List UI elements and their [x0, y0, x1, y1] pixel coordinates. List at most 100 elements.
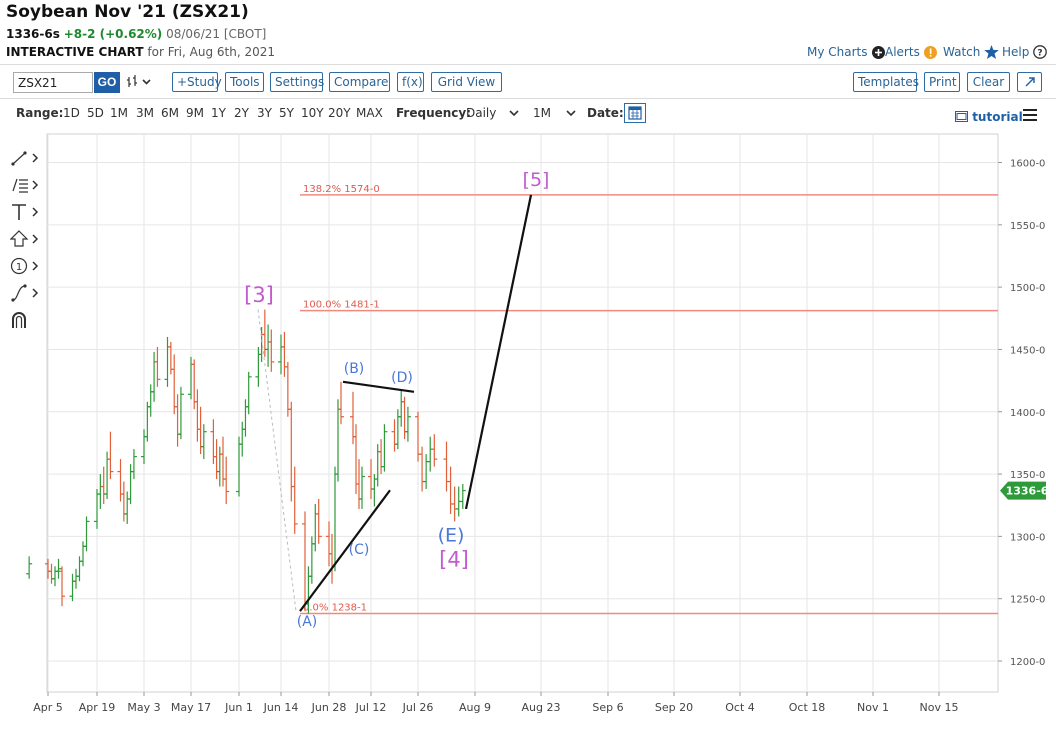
fib-level-label: 0.0% 1238-1	[303, 602, 367, 613]
compare-button[interactable]: Compare	[329, 72, 390, 92]
menu-icon[interactable]	[1022, 107, 1038, 126]
range-option-20y[interactable]: 20Y	[328, 106, 351, 120]
curve-tool-icon[interactable]	[10, 283, 42, 303]
ohlc-bar	[59, 566, 65, 607]
x-tick-label: Jun 1	[224, 701, 253, 714]
go-button[interactable]: GO	[94, 72, 120, 93]
wave-projection-line	[464, 194, 533, 510]
range-option-5d[interactable]: 5D	[87, 106, 104, 120]
x-tick-label: Nov 15	[920, 701, 959, 714]
ohlc-bar	[177, 386, 184, 440]
toolbar-divider	[0, 98, 1056, 99]
range-option-9m[interactable]: 9M	[186, 106, 204, 120]
my-charts-label: My Charts	[807, 45, 868, 59]
y-tick-label: 1250-0	[1010, 595, 1045, 606]
x-tick-label: Aug 23	[522, 701, 561, 714]
plus-circle-icon	[871, 45, 885, 59]
symbol-input[interactable]	[13, 72, 93, 93]
my-charts-link[interactable]: My Charts	[807, 45, 885, 59]
star-icon	[984, 45, 1000, 59]
elliott-count-tool-icon[interactable]: 1	[10, 256, 42, 276]
range-option-3y[interactable]: 3Y	[257, 106, 272, 120]
ohlc-bars	[26, 309, 466, 614]
line-tool-icon[interactable]	[10, 148, 42, 168]
y-tick-label: 1300-0	[1010, 532, 1045, 543]
range-option-max[interactable]: MAX	[356, 106, 383, 120]
chevron-down-icon	[566, 110, 576, 117]
x-tick-label: May 3	[127, 701, 160, 714]
tools-button[interactable]: Tools	[225, 72, 264, 92]
fib-level-label: 138.2% 1574-0	[303, 184, 380, 195]
ohlc-bar	[107, 431, 114, 480]
grid-view-button[interactable]: Grid View	[431, 72, 502, 92]
arrow-tool-icon[interactable]	[9, 229, 42, 249]
help-label: Help	[1002, 45, 1030, 59]
help-link[interactable]: Help ?	[1002, 45, 1048, 59]
ohlc-bar	[26, 556, 33, 579]
y-tick-label: 1400-0	[1010, 408, 1045, 419]
alerts-link[interactable]: Alerts	[885, 45, 937, 59]
range-option-10y[interactable]: 10Y	[301, 106, 324, 120]
calendar-icon	[628, 106, 642, 120]
period-select[interactable]: 1M	[533, 106, 577, 120]
x-tick-label: Oct 4	[725, 701, 755, 714]
ohlc-bar	[315, 498, 322, 544]
ohlc-bar	[55, 558, 62, 579]
wave-guide-dashed	[257, 309, 297, 612]
price-summary: 1336-6s +8-2 (+0.62%) 08/06/21 [CBOT]	[6, 27, 266, 41]
expand-icon	[1025, 77, 1035, 87]
expand-button[interactable]	[1017, 72, 1042, 92]
fx-button[interactable]: f(x)	[397, 72, 424, 92]
range-option-1y[interactable]: 1Y	[211, 106, 226, 120]
settings-button[interactable]: Settings	[270, 72, 324, 92]
fibonacci-tool-icon[interactable]	[10, 175, 42, 195]
x-tick-label: Jun 28	[311, 701, 347, 714]
last-price: 1336-6s	[6, 27, 60, 41]
ohlc-bar	[431, 434, 438, 467]
range-option-2y[interactable]: 2Y	[234, 106, 249, 120]
last-price-tag: 1336-6	[1000, 481, 1049, 500]
wave-line-b-d	[342, 380, 415, 393]
x-tick-label: Jun 14	[263, 701, 299, 714]
clear-button[interactable]: Clear	[967, 72, 1010, 92]
frequency-select[interactable]: Daily	[466, 106, 520, 120]
print-button[interactable]: Print	[924, 72, 960, 92]
range-option-3m[interactable]: 3M	[136, 106, 154, 120]
tutorial-label: tutorial	[972, 110, 1023, 124]
range-option-1m[interactable]: 1M	[110, 106, 128, 120]
study-button[interactable]: +Study	[172, 72, 222, 92]
header-divider	[0, 64, 1056, 65]
chart-date-line: INTERACTIVE CHART for Fri, Aug 6th, 2021	[6, 45, 275, 59]
y-axis: 1600-0 1550-0 1500-0 1450-0 1400-0 1350-0 1300…	[998, 159, 1045, 668]
magnet-icon[interactable]	[10, 310, 42, 330]
chart-date-label: for Fri, Aug 6th, 2021	[147, 45, 275, 59]
ohlc-bar	[245, 371, 252, 415]
chart-type-selector[interactable]	[126, 74, 154, 94]
wave-label-c: (C)	[349, 542, 370, 558]
x-tick-label: Oct 18	[789, 701, 826, 714]
range-option-5y[interactable]: 5Y	[279, 106, 294, 120]
date-exchange: 08/06/21 [CBOT]	[166, 27, 267, 41]
range-option-1d[interactable]: 1D	[63, 106, 80, 120]
y-tick-label: 1350-0	[1010, 470, 1045, 481]
price-change: +8-2 (+0.62%)	[63, 27, 163, 41]
ohlc-bar	[223, 456, 230, 504]
ohlc-bar	[200, 424, 207, 460]
range-option-6m[interactable]: 6M	[161, 106, 179, 120]
date-picker-button[interactable]	[624, 103, 646, 123]
ohlc-bar	[359, 466, 365, 509]
last-price-tag-shape	[1000, 481, 1046, 500]
wave-label-d: (D)	[391, 370, 413, 386]
ohlc-bar	[291, 466, 298, 534]
interactive-chart-label: INTERACTIVE CHART	[6, 45, 144, 59]
text-tool-icon[interactable]	[10, 202, 42, 222]
templates-button[interactable]: Templates	[853, 72, 919, 92]
tutorial-link[interactable]: tutorial	[955, 110, 1023, 124]
grid-lines	[47, 134, 998, 692]
ohlc-bar	[83, 516, 90, 552]
ohlc-bar	[404, 406, 411, 442]
x-tick-label: Jul 26	[402, 701, 434, 714]
watch-link[interactable]: Watch	[943, 45, 1000, 59]
wave-label-4: [4]	[439, 547, 469, 571]
